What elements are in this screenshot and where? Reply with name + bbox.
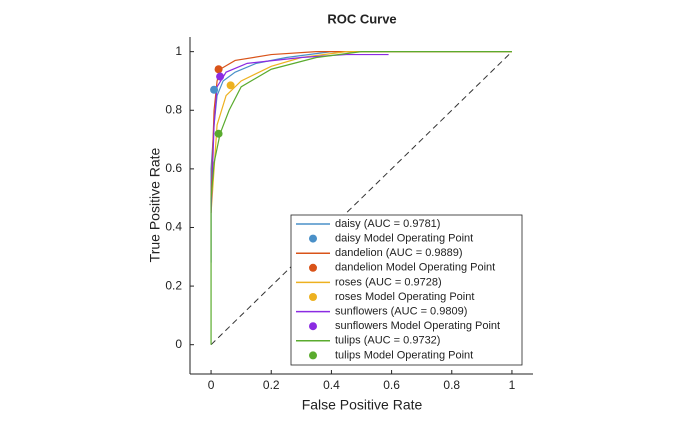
legend-marker — [309, 293, 317, 301]
legend-label: roses Model Operating Point — [335, 291, 474, 303]
legend-label: daisy Model Operating Point — [335, 233, 473, 245]
operating-point — [210, 85, 219, 94]
y-tick-label: 0.2 — [165, 278, 182, 292]
legend-label: tulips (AUC = 0.9732) — [335, 335, 440, 347]
y-tick-label: 1 — [175, 44, 182, 58]
x-tick-label: 0.8 — [443, 378, 460, 392]
y-tick-label: 0.4 — [165, 220, 182, 234]
legend-label: sunflowers Model Operating Point — [335, 320, 500, 332]
legend-label: daisy (AUC = 0.9781) — [335, 218, 440, 230]
x-axis-label: False Positive Rate — [302, 397, 423, 413]
roc-line — [210, 51, 512, 345]
y-tick-label: 0.6 — [165, 161, 182, 175]
y-axis-label: True Positive Rate — [147, 147, 163, 262]
chart-title: ROC Curve — [327, 11, 396, 26]
operating-point — [216, 72, 225, 81]
legend-marker — [309, 351, 317, 360]
roc-line — [210, 51, 512, 199]
legend-label: sunflowers (AUC = 0.9809) — [335, 306, 467, 318]
operating-point — [214, 129, 223, 138]
legend-label: tulips Model Operating Point — [335, 349, 473, 361]
operating-point — [226, 81, 235, 90]
x-tick-label: 0.4 — [323, 378, 340, 392]
operating-point — [214, 65, 223, 74]
x-tick-label: 0.2 — [263, 378, 280, 392]
x-tick-label: 0.6 — [383, 378, 400, 392]
y-tick-label: 0 — [175, 337, 182, 351]
legend-marker — [309, 234, 317, 243]
chance-line — [210, 51, 513, 346]
x-tick-label: 0 — [208, 378, 215, 392]
x-tick-label: 1 — [509, 378, 516, 392]
roc-line — [210, 53, 389, 213]
legend-label: dandelion Model Operating Point — [335, 262, 495, 274]
legend-marker — [309, 322, 317, 331]
legend-box — [290, 214, 523, 366]
roc-line — [210, 51, 512, 213]
legend-label: dandelion (AUC = 0.9889) — [335, 247, 463, 259]
legend-marker — [309, 263, 317, 272]
legend-label: roses (AUC = 0.9728) — [335, 276, 442, 288]
y-tick-label: 0.8 — [165, 102, 182, 116]
